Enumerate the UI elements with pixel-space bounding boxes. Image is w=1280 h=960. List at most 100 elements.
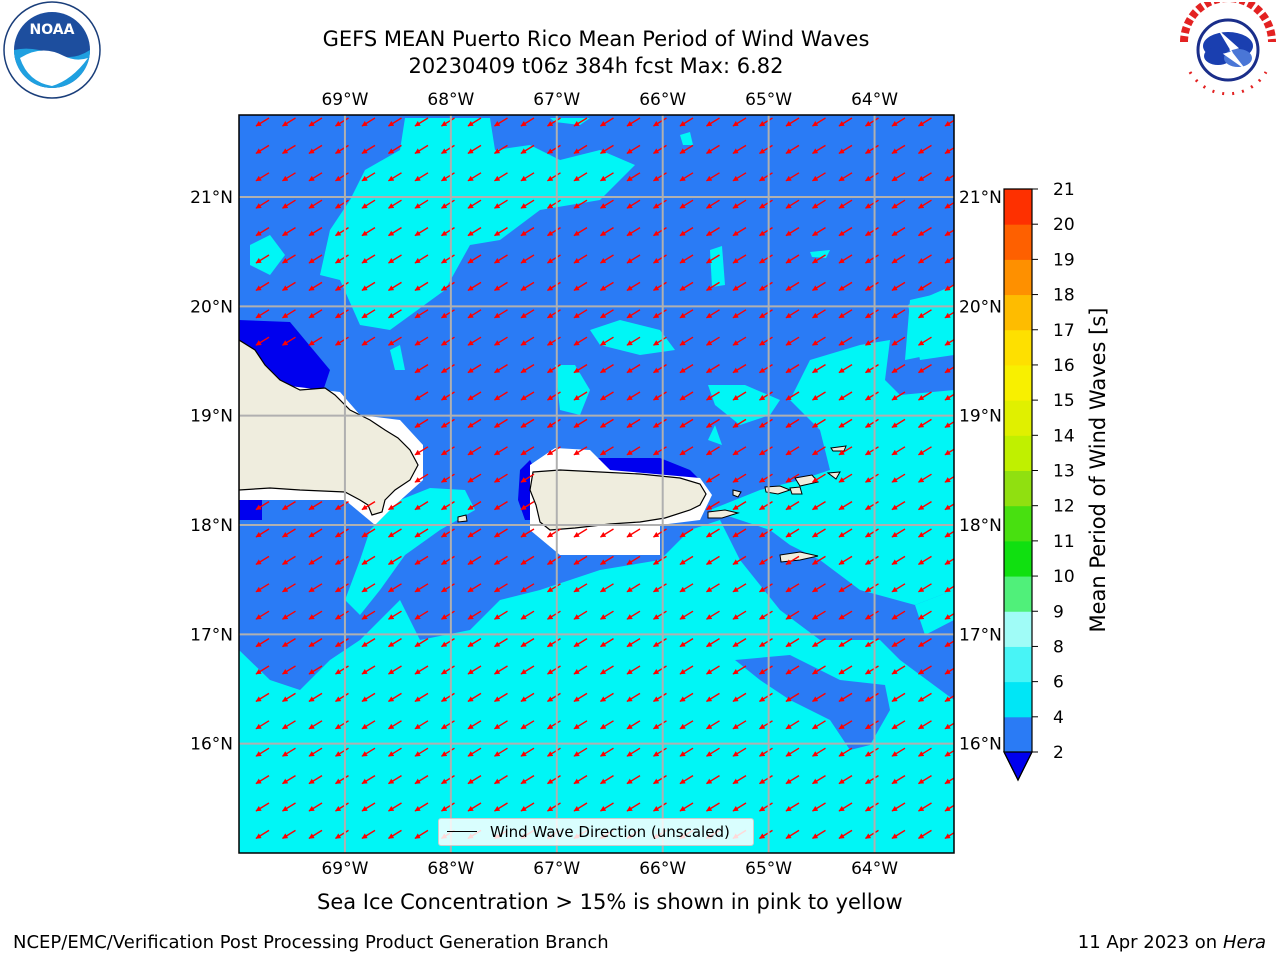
lat-tick-label: 20°N bbox=[190, 297, 233, 317]
wave-direction-arrow bbox=[759, 172, 773, 182]
wave-direction-arrow bbox=[361, 665, 376, 675]
wave-direction-arrow bbox=[732, 227, 747, 237]
wave-direction-arrow bbox=[918, 281, 932, 291]
legend-label: Wind Wave Direction (unscaled) bbox=[490, 823, 730, 841]
wave-direction-arrow bbox=[785, 555, 800, 565]
wave-direction-arrow bbox=[520, 528, 535, 538]
wave-direction-arrow bbox=[944, 393, 954, 401]
wave-direction-arrow bbox=[679, 254, 694, 264]
wave-direction-arrow bbox=[891, 309, 906, 319]
wave-direction-arrow bbox=[494, 528, 508, 538]
wave-direction-arrow bbox=[388, 720, 402, 730]
wave-direction-arrow bbox=[891, 172, 906, 182]
wave-direction-arrow bbox=[759, 665, 773, 675]
wave-direction-arrow bbox=[812, 665, 826, 675]
ocean-4-6s-patch bbox=[680, 132, 693, 145]
wave-direction-arrow bbox=[361, 336, 376, 346]
wave-direction-arrow bbox=[653, 418, 667, 428]
wave-direction-arrow bbox=[494, 638, 508, 648]
colorbar-tick-label: 17 bbox=[1053, 321, 1075, 341]
wave-direction-arrow bbox=[388, 829, 402, 839]
wave-direction-arrow bbox=[600, 692, 614, 702]
wave-direction-arrow bbox=[785, 501, 800, 511]
wave-direction-arrow bbox=[706, 720, 720, 730]
wave-direction-arrow bbox=[308, 254, 323, 264]
wave-direction-arrow bbox=[388, 638, 402, 648]
wave-direction-arrow bbox=[441, 583, 455, 593]
wave-direction-arrow bbox=[520, 720, 535, 730]
colorbar-band bbox=[1004, 611, 1032, 647]
footer-credit: NCEP/EMC/Verification Post Processing Pr… bbox=[13, 932, 609, 953]
wave-direction-arrow bbox=[891, 391, 906, 401]
wave-direction-arrow bbox=[335, 199, 349, 209]
wave-direction-arrow bbox=[653, 528, 667, 538]
wave-direction-arrow bbox=[573, 418, 588, 428]
wave-direction-arrow bbox=[891, 117, 906, 127]
wave-direction-arrow bbox=[732, 364, 747, 374]
wave-direction-arrow bbox=[494, 720, 508, 730]
wave-direction-arrow bbox=[520, 391, 535, 401]
wave-direction-arrow bbox=[414, 665, 429, 675]
wave-direction-arrow bbox=[494, 692, 508, 702]
wave-direction-arrow bbox=[865, 254, 879, 264]
wave-direction-arrow bbox=[414, 336, 429, 346]
wave-direction-arrow bbox=[282, 254, 296, 264]
wave-direction-arrow bbox=[679, 391, 694, 401]
virgin-islands bbox=[764, 485, 792, 495]
wave-direction-arrow bbox=[467, 501, 482, 511]
wave-direction-arrow bbox=[467, 199, 482, 209]
colorbar-tick-label: 10 bbox=[1053, 567, 1075, 587]
wave-direction-arrow bbox=[706, 528, 720, 538]
wave-direction-arrow bbox=[865, 829, 879, 839]
wave-direction-arrow bbox=[282, 528, 296, 538]
wave-direction-arrow bbox=[414, 692, 429, 702]
wave-direction-arrow bbox=[361, 555, 376, 565]
wave-direction-arrow bbox=[838, 501, 853, 511]
wave-direction-arrow bbox=[865, 501, 879, 511]
wave-direction-arrow bbox=[626, 199, 641, 209]
wave-direction-arrow bbox=[494, 199, 508, 209]
wave-direction-arrow bbox=[600, 281, 614, 291]
wave-direction-arrow bbox=[706, 747, 720, 757]
wave-direction-arrow bbox=[467, 336, 482, 346]
wave-direction-arrow bbox=[759, 227, 773, 237]
wave-direction-arrow bbox=[944, 256, 954, 264]
wave-direction-arrow bbox=[600, 309, 614, 319]
wave-direction-arrow bbox=[653, 692, 667, 702]
wave-direction-arrow bbox=[944, 147, 954, 154]
wave-direction-arrow bbox=[308, 583, 323, 593]
wave-direction-arrow bbox=[573, 144, 588, 154]
wave-direction-arrow bbox=[494, 446, 508, 456]
wave-direction-arrow bbox=[944, 311, 954, 319]
wave-direction-arrow bbox=[626, 638, 641, 648]
wave-direction-arrow bbox=[441, 336, 455, 346]
lon-tick-label: 64°W bbox=[851, 859, 898, 879]
wave-direction-arrow bbox=[600, 720, 614, 730]
wave-direction-arrow bbox=[520, 665, 535, 675]
wave-direction-arrow bbox=[732, 418, 747, 428]
wave-direction-arrow bbox=[520, 747, 535, 757]
wave-direction-arrow bbox=[573, 309, 588, 319]
wave-direction-arrow bbox=[679, 692, 694, 702]
wave-direction-arrow bbox=[918, 117, 932, 127]
colorbar-tick-label: 15 bbox=[1053, 391, 1075, 411]
wave-direction-arrow bbox=[441, 309, 455, 319]
lon-tick-label: 64°W bbox=[851, 90, 898, 110]
wave-direction-arrow bbox=[282, 747, 296, 757]
wave-direction-arrow bbox=[441, 446, 455, 456]
wave-direction-arrow bbox=[547, 665, 561, 675]
wave-direction-arrow bbox=[441, 638, 455, 648]
wave-direction-arrow bbox=[865, 446, 879, 456]
wave-direction-arrow bbox=[865, 473, 879, 483]
wave-direction-arrow bbox=[759, 446, 773, 456]
wave-direction-arrow bbox=[865, 391, 879, 401]
wave-direction-arrow bbox=[467, 638, 482, 648]
wave-direction-arrow bbox=[626, 775, 641, 785]
wave-direction-arrow bbox=[838, 446, 853, 456]
wave-direction-arrow bbox=[679, 747, 694, 757]
wave-direction-arrow bbox=[255, 638, 270, 648]
wave-direction-arrow bbox=[865, 281, 879, 291]
wave-direction-arrow bbox=[414, 254, 429, 264]
map-frame bbox=[238, 114, 955, 854]
wave-direction-arrow bbox=[573, 227, 588, 237]
